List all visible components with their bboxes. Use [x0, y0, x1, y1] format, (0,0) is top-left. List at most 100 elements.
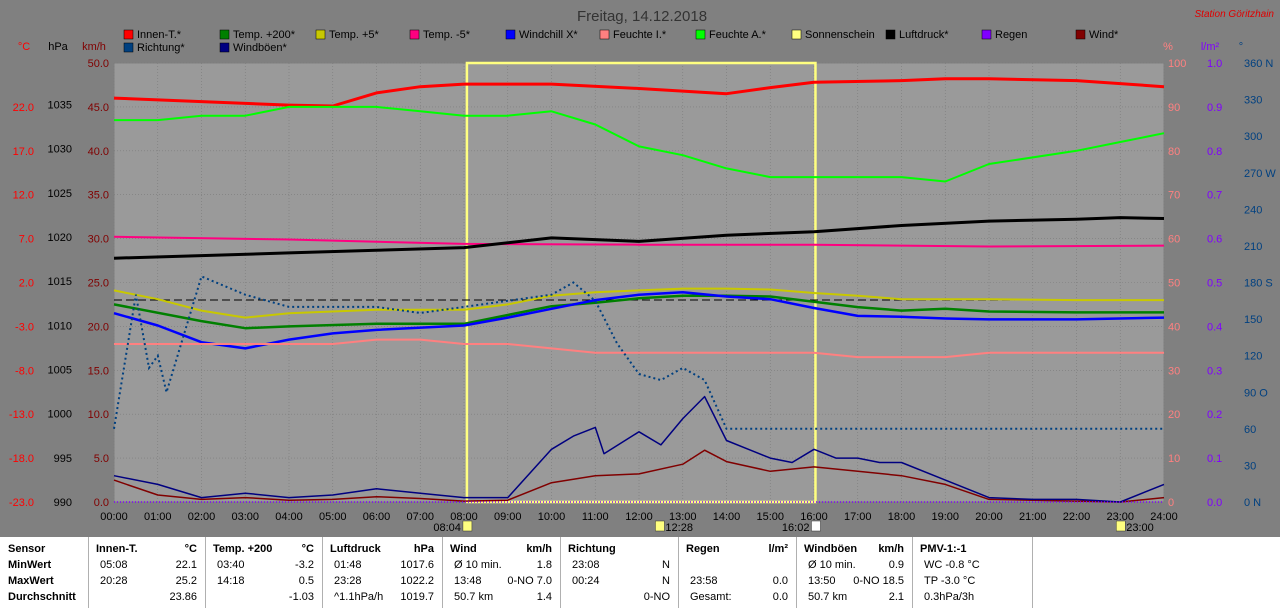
- stats-col: Luftdruck hPa 01:48 1017.6 23:28 1022.2 ^1.1hP…: [322, 537, 443, 608]
- direction-tick: 90 O: [1244, 387, 1268, 399]
- series-wind: [113, 449, 1165, 503]
- legend-label: Regen: [995, 29, 1027, 41]
- direction-tick: 150: [1244, 314, 1262, 326]
- pressure-unit: hPa: [48, 41, 68, 53]
- stats-col-unit: l/m²: [768, 543, 788, 555]
- stats-cell-value: 23.86: [169, 591, 197, 603]
- time-tick: 12:00: [625, 511, 653, 523]
- legend-label: Temp. +5*: [329, 29, 380, 41]
- series-luftdruck: [113, 216, 1165, 260]
- temp-tick: 2.0: [19, 278, 34, 290]
- stats-cell-time: Ø 10 min.: [454, 559, 502, 571]
- moon-label: 23:00: [1126, 522, 1154, 534]
- humidity-tick: 10: [1168, 453, 1180, 465]
- direction-tick: 270 W: [1244, 168, 1276, 180]
- station-name: Station Göritzhain: [1195, 9, 1275, 20]
- direction-tick: 60: [1244, 424, 1256, 436]
- humidity-tick: 100: [1168, 58, 1186, 70]
- series-richtung: [113, 275, 1164, 430]
- sunshine-window: [465, 61, 817, 504]
- time-tick: 07:00: [406, 511, 434, 523]
- time-tick: 24:00: [1150, 511, 1178, 523]
- stats-cell-time: ^1.1hPa/h: [334, 591, 384, 603]
- legend-swatch: [505, 29, 516, 40]
- sunset-label: 16:02: [782, 522, 810, 534]
- legend-swatch: [599, 29, 610, 40]
- legend-swatch: [315, 29, 326, 40]
- rain-tick: 0.7: [1207, 190, 1222, 202]
- humidity-tick: 40: [1168, 321, 1180, 333]
- stats-col-unit: °C: [184, 543, 197, 555]
- time-tick: 22:00: [1063, 511, 1091, 523]
- time-tick: 21:00: [1019, 511, 1047, 523]
- temp-tick: -13.0: [9, 409, 34, 421]
- legend-label: Wind*: [1089, 29, 1119, 41]
- stats-cell-time: 23:28: [334, 575, 362, 587]
- stats-cell-time: 50.7 km: [454, 591, 494, 603]
- stats-cell-time: 05:08: [100, 559, 128, 571]
- legend-swatch: [695, 29, 706, 40]
- pressure-tick: 990: [54, 497, 72, 509]
- direction-tick: 240: [1244, 204, 1262, 216]
- stats-cell-value: -3.2: [295, 559, 314, 571]
- stats-cell-time: Gesamt:: [690, 591, 732, 603]
- stats-cell-value: 1019.7: [400, 591, 434, 603]
- stats-cell-time: WC -0.8 °C: [924, 559, 980, 571]
- wind-tick: 45.0: [88, 102, 109, 114]
- temp-tick: -8.0: [15, 365, 34, 377]
- rain-tick: 0.2: [1207, 409, 1222, 421]
- stats-cell-value: N: [662, 559, 670, 571]
- time-tick: 04:00: [275, 511, 303, 523]
- wind-tick: 20.0: [88, 321, 109, 333]
- temp-tick: -3.0: [15, 321, 34, 333]
- stats-col: PMV-1:-1 WC -0.8 °C TP -3.0 °C 0.3hPa/3h: [912, 537, 1033, 608]
- wind-tick: 10.0: [88, 409, 109, 421]
- stats-col-title: Temp. +200: [213, 543, 273, 555]
- legend-swatch: [219, 29, 230, 40]
- direction-tick: 210: [1244, 241, 1262, 253]
- time-tick: 08:00: [450, 511, 478, 523]
- noon-icon: [655, 520, 665, 532]
- series-feuchte-i: [114, 338, 1164, 359]
- legend-label: Temp. -5*: [423, 29, 471, 41]
- stats-cell-value: 0-NO 7.0: [507, 575, 552, 587]
- stats-col-unit: km/h: [878, 543, 904, 555]
- legend-label: Luftdruck*: [899, 29, 949, 41]
- temp-tick: 12.0: [13, 190, 34, 202]
- pressure-tick: 995: [54, 453, 72, 465]
- legend-swatch: [123, 42, 134, 53]
- stats-col: Wind km/h Ø 10 min. 1.8 13:48 0-NO 7.0 50.7 km…: [442, 537, 561, 608]
- direction-unit: °: [1239, 41, 1243, 53]
- noon-label: 12:28: [665, 522, 693, 534]
- legend: Innen-T.* Temp. +200* Temp. +5* Temp. -5* Wi…: [123, 29, 1119, 54]
- weather-chart: Freitag, 14.12.2018 Station Göritzhain I…: [9, 8, 1276, 534]
- wind-tick: 50.0: [88, 58, 109, 70]
- wind-tick: 0.0: [94, 497, 109, 509]
- stats-col-title: Windböen: [804, 543, 858, 555]
- series-innen-t: [113, 77, 1165, 108]
- stats-header-col: Sensor MinWert MaxWert Durchschnitt: [0, 537, 89, 608]
- legend-label: Richtung*: [137, 42, 185, 54]
- rain-tick: 0.4: [1207, 321, 1222, 333]
- temp-tick: -23.0: [9, 497, 34, 509]
- direction-tick: 330: [1244, 95, 1262, 107]
- rain-tick: 0.9: [1207, 102, 1222, 114]
- time-tick: 17:00: [844, 511, 872, 523]
- stats-cell-value: -1.03: [288, 591, 314, 603]
- stats-cell-time: 03:40: [217, 559, 245, 571]
- humidity-tick: 50: [1168, 278, 1180, 290]
- time-tick: 09:00: [494, 511, 522, 523]
- stats-cell-time: 13:48: [454, 575, 482, 587]
- legend-swatch: [981, 29, 992, 40]
- stats-cell-value: 1.8: [536, 559, 552, 571]
- series-windb-en: [113, 395, 1165, 503]
- rain-tick: 0.0: [1207, 497, 1222, 509]
- wind-unit: km/h: [82, 41, 106, 53]
- axis-labels: °C hPa km/h% l/m² ° 22.0 17.0 12.0 7.0 2.0 -3.0 -8.…: [9, 41, 1276, 523]
- pressure-tick: 1015: [48, 276, 72, 288]
- stats-row-header: Durchschnitt: [8, 591, 76, 603]
- stats-row-header: MaxWert: [8, 575, 54, 587]
- direction-tick: 360 N: [1244, 58, 1273, 70]
- stats-cell-time: 14:18: [217, 575, 245, 587]
- pressure-tick: 1030: [48, 144, 72, 156]
